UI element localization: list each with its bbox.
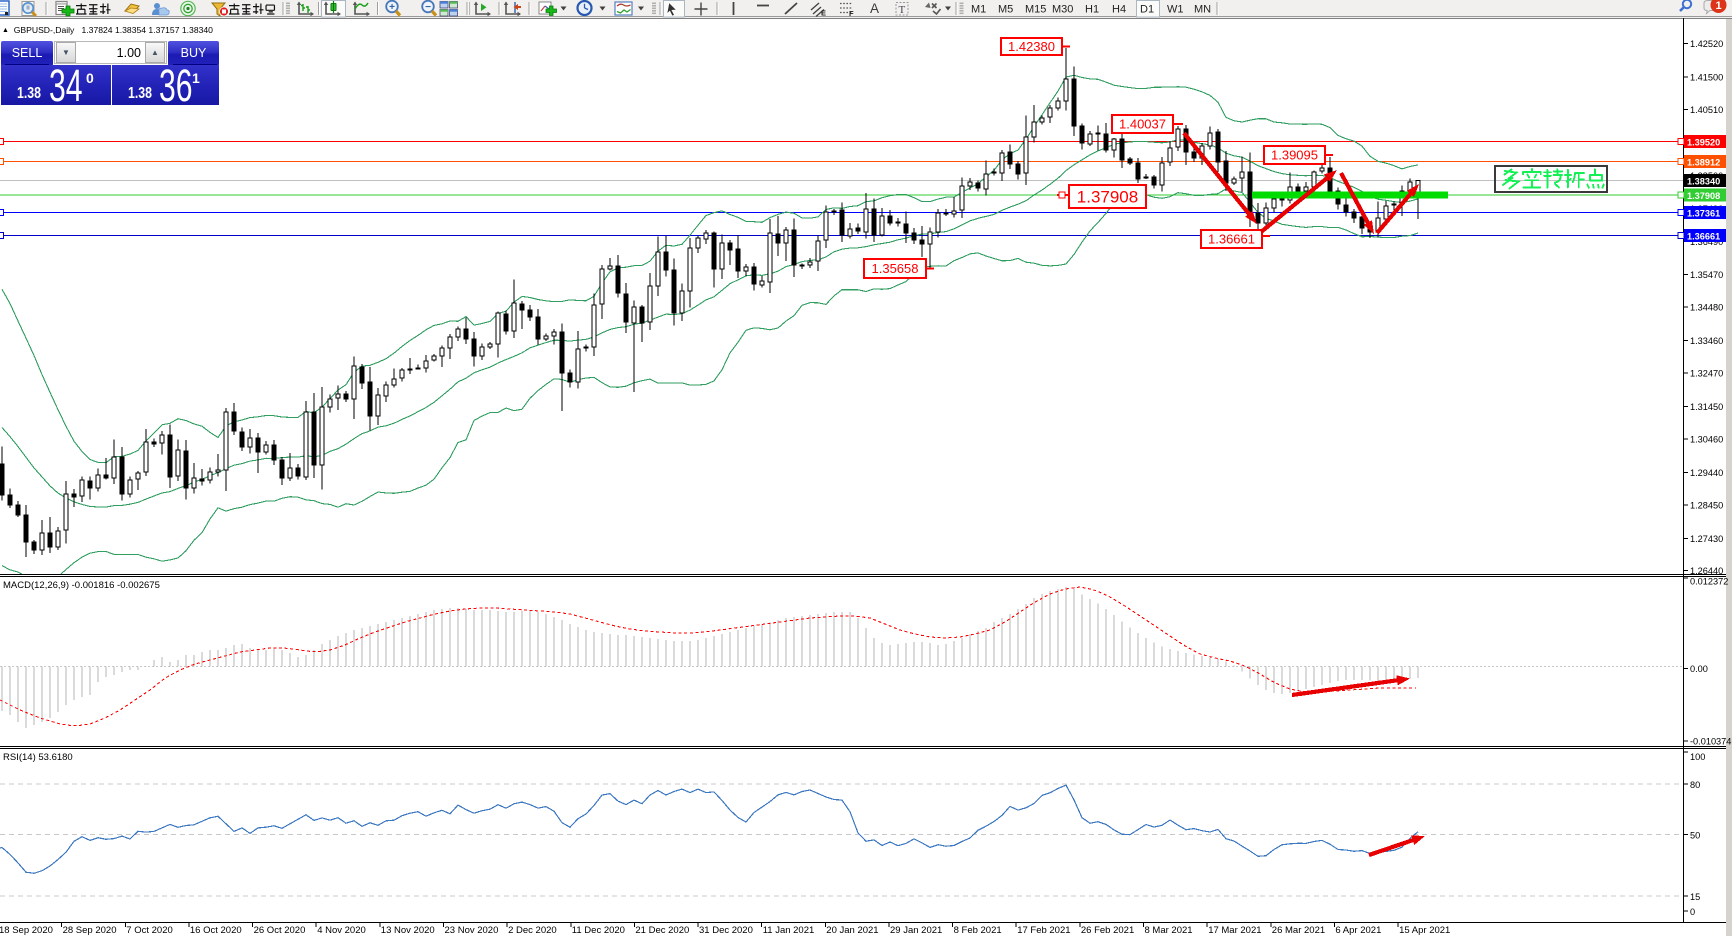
svg-text:MACD(12,26,9) -0.001816 -0.002: MACD(12,26,9) -0.001816 -0.002675 [3, 580, 160, 591]
svg-text:0.012372: 0.012372 [1690, 577, 1728, 587]
svg-text:1.32470: 1.32470 [1690, 369, 1723, 379]
svg-text:M15: M15 [1025, 4, 1046, 16]
svg-text:1.31450: 1.31450 [1690, 402, 1723, 412]
svg-text:15 Apr 2021: 15 Apr 2021 [1399, 925, 1450, 936]
svg-text:D1: D1 [1140, 4, 1154, 16]
svg-text:6 Apr 2021: 6 Apr 2021 [1335, 925, 1381, 936]
svg-text:11 Jan 2021: 11 Jan 2021 [763, 925, 815, 936]
svg-text:13 Nov 2020: 13 Nov 2020 [381, 925, 435, 936]
svg-text:1.40037: 1.40037 [1119, 117, 1166, 132]
svg-text:M5: M5 [998, 4, 1013, 16]
svg-text:MN: MN [1194, 4, 1211, 16]
svg-text:1.35658: 1.35658 [872, 261, 919, 276]
svg-text:1.37908: 1.37908 [1077, 188, 1138, 207]
svg-text:2 Dec 2020: 2 Dec 2020 [508, 925, 557, 936]
svg-text:−: − [425, 2, 431, 13]
svg-text:F: F [849, 9, 854, 18]
svg-text:1.36661: 1.36661 [1687, 231, 1720, 241]
svg-text:31 Dec 2020: 31 Dec 2020 [699, 925, 753, 936]
svg-text:17 Feb 2021: 17 Feb 2021 [1017, 925, 1070, 936]
svg-text:80: 80 [1690, 780, 1700, 790]
svg-text:26 Feb 2021: 26 Feb 2021 [1081, 925, 1134, 936]
svg-text:8 Feb 2021: 8 Feb 2021 [954, 925, 1002, 936]
svg-text:8 Mar 2021: 8 Mar 2021 [1145, 925, 1193, 936]
svg-text:H1: H1 [1085, 4, 1099, 16]
svg-text:29 Jan 2021: 29 Jan 2021 [890, 925, 942, 936]
svg-text:0.00: 0.00 [1690, 664, 1708, 674]
svg-text:1.30460: 1.30460 [1690, 434, 1723, 444]
svg-text:21 Dec 2020: 21 Dec 2020 [635, 925, 689, 936]
svg-text:16 Oct 2020: 16 Oct 2020 [190, 925, 242, 936]
svg-text:1.33460: 1.33460 [1690, 336, 1723, 346]
svg-text:26 Oct 2020: 26 Oct 2020 [254, 925, 306, 936]
svg-text:A: A [870, 1, 879, 16]
svg-text:1.34480: 1.34480 [1690, 303, 1723, 313]
svg-text:1.39520: 1.39520 [1687, 137, 1720, 147]
svg-text:15: 15 [1690, 892, 1700, 902]
svg-text:+: + [389, 2, 395, 13]
svg-text:20 Jan 2021: 20 Jan 2021 [826, 925, 878, 936]
svg-text:-0.010374: -0.010374 [1690, 737, 1731, 747]
svg-text:28 Sep 2020: 28 Sep 2020 [63, 925, 117, 936]
svg-text:1.37908: 1.37908 [1687, 191, 1720, 201]
svg-text:1.38340: 1.38340 [1687, 176, 1720, 186]
svg-text:1.36661: 1.36661 [1208, 232, 1255, 247]
svg-text:50: 50 [1690, 831, 1700, 841]
svg-text:26 Mar 2021: 26 Mar 2021 [1272, 925, 1325, 936]
svg-text:1.27430: 1.27430 [1690, 534, 1723, 544]
svg-text:1.38912: 1.38912 [1687, 157, 1720, 167]
svg-text:1.42380: 1.42380 [1008, 39, 1055, 54]
svg-text:RSI(14) 53.6180: RSI(14) 53.6180 [3, 752, 73, 763]
svg-text:1.28450: 1.28450 [1690, 500, 1723, 510]
svg-text:E: E [821, 9, 826, 18]
svg-text:1.42520: 1.42520 [1690, 39, 1723, 49]
svg-text:M30: M30 [1052, 4, 1073, 16]
svg-text:W1: W1 [1167, 4, 1184, 16]
svg-text:11 Dec 2020: 11 Dec 2020 [572, 925, 625, 936]
svg-text:M1: M1 [971, 4, 986, 16]
svg-text:1.39095: 1.39095 [1271, 148, 1318, 163]
svg-text:T: T [899, 4, 906, 16]
svg-text:23 Nov 2020: 23 Nov 2020 [445, 925, 499, 936]
svg-text:7 Oct 2020: 7 Oct 2020 [126, 925, 172, 936]
svg-text:17 Mar 2021: 17 Mar 2021 [1208, 925, 1261, 936]
svg-text:4 Nov 2020: 4 Nov 2020 [317, 925, 366, 936]
svg-text:1.41500: 1.41500 [1690, 73, 1723, 83]
svg-text:1.40510: 1.40510 [1690, 105, 1723, 115]
svg-text:0: 0 [1690, 907, 1695, 917]
svg-text:1: 1 [1715, 0, 1721, 12]
svg-text:H4: H4 [1112, 4, 1126, 16]
svg-text:1.35470: 1.35470 [1690, 270, 1723, 280]
svg-text:1.26440: 1.26440 [1690, 566, 1723, 576]
svg-text:1.37361: 1.37361 [1687, 208, 1720, 218]
svg-text:18 Sep 2020: 18 Sep 2020 [0, 925, 53, 936]
svg-text:1.29440: 1.29440 [1690, 468, 1723, 478]
svg-text:100: 100 [1690, 752, 1705, 762]
